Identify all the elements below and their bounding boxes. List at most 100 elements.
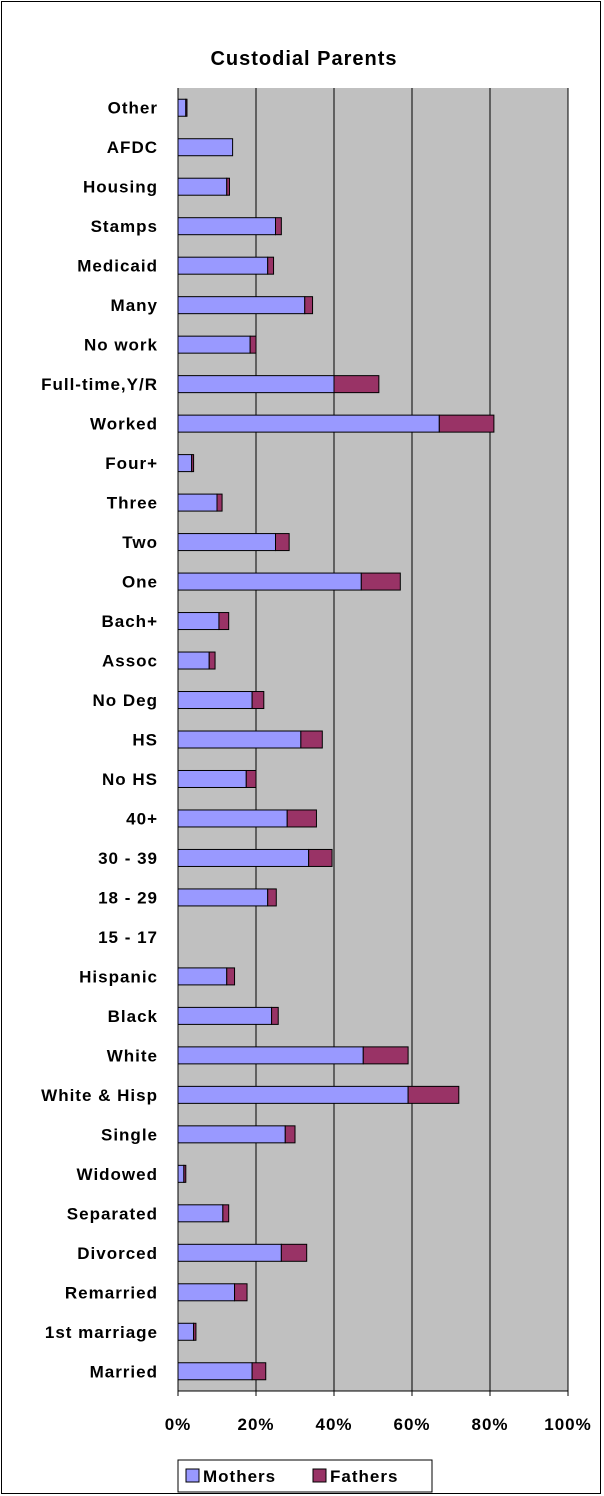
category-label: Two: [122, 533, 158, 552]
category-label: Married: [90, 1362, 158, 1381]
category-label: Medicaid: [77, 257, 158, 276]
legend: Mothers Fathers: [177, 1459, 433, 1493]
category-label: No Deg: [93, 691, 159, 710]
bar-fathers-single: [284, 1125, 296, 1144]
category-label: Three: [107, 494, 158, 513]
bar-fathers-two: [275, 533, 290, 552]
bar-fathers-40: [286, 809, 317, 828]
bar-mothers-separated: [177, 1204, 224, 1223]
bar-fathers-remarried: [234, 1283, 248, 1302]
bars: [177, 98, 495, 1381]
bar-mothers-remarried: [177, 1283, 236, 1302]
bar-mothers-bach: [177, 612, 220, 631]
bar-fathers-divorced: [280, 1243, 308, 1262]
category-label: Stamps: [91, 217, 158, 236]
category-label: Many: [111, 296, 158, 315]
x-tick-label: 100%: [544, 1415, 591, 1434]
bar-mothers-assoc: [177, 651, 210, 670]
category-label: AFDC: [107, 138, 158, 157]
x-tick-label: 20%: [237, 1415, 274, 1434]
category-label: No work: [84, 336, 158, 355]
category-label: 1st marriage: [45, 1323, 158, 1342]
legend-box: [177, 1459, 433, 1493]
category-label: Black: [108, 1007, 158, 1026]
bar-fathers-married: [251, 1362, 267, 1381]
bar-fathers-separated: [222, 1204, 230, 1223]
bar-mothers-housing: [177, 177, 228, 196]
bar-mothers-married: [177, 1362, 253, 1381]
bar-fathers-medicaid: [267, 256, 275, 275]
legend-label-fathers: Fathers: [330, 1467, 398, 1486]
category-label: Remarried: [65, 1283, 158, 1302]
bar-fathers-hs: [300, 730, 323, 749]
bar-fathers-18-29: [267, 888, 277, 907]
category-label: Widowed: [77, 1165, 158, 1184]
bar-fathers-other: [185, 98, 188, 117]
category-label: Worked: [90, 415, 158, 434]
category-label: Housing: [83, 178, 158, 197]
x-tick-label: 0%: [165, 1415, 192, 1434]
bar-fathers-assoc: [208, 651, 216, 670]
bar-fathers-no-deg: [251, 691, 265, 710]
bar-mothers-white: [177, 1046, 364, 1065]
bar-mothers-hispanic: [177, 967, 228, 986]
category-label: Other: [108, 99, 158, 118]
chart-title: Custodial Parents: [210, 48, 397, 70]
x-axis-ticks: 0% 20% 40% 60% 80% 100%: [165, 1391, 591, 1434]
bar-fathers-full-time-y-r: [333, 375, 380, 394]
gridlines: [255, 88, 569, 1391]
bar-mothers-30-39: [177, 848, 310, 867]
bar-mothers-1st-marriage: [177, 1322, 195, 1341]
category-labels: Other AFDC Housing Stamps Medicaid Many No wor…: [41, 99, 159, 1382]
bar-mothers-many: [177, 296, 306, 315]
category-label: Separated: [67, 1204, 158, 1223]
bar-mothers-widowed: [177, 1164, 185, 1183]
bar-mothers-black: [177, 1006, 273, 1025]
bar-fathers-one: [360, 572, 401, 591]
bar-mothers-full-time-y-r: [177, 375, 335, 394]
bar-fathers-white-hisp: [407, 1085, 460, 1104]
category-label: Full-time,Y/R: [41, 375, 158, 394]
bar-mothers-worked: [177, 414, 440, 433]
bar-fathers-bach: [218, 612, 230, 631]
category-label: Hispanic: [79, 967, 158, 986]
bar-fathers-no-work: [249, 335, 257, 354]
category-label: Divorced: [77, 1244, 158, 1263]
bar-mothers-no-work: [177, 335, 251, 354]
bar-mothers-four: [177, 454, 193, 473]
bar-mothers-afdc: [177, 138, 234, 157]
bar-fathers-housing: [226, 177, 230, 196]
bar-fathers-many: [304, 296, 314, 315]
bar-mothers-stamps: [177, 217, 276, 236]
legend-label-mothers: Mothers: [203, 1467, 276, 1486]
x-tick-label: 40%: [315, 1415, 352, 1434]
bar-fathers-worked: [438, 414, 495, 433]
bar-mothers-no-hs: [177, 769, 247, 788]
bar-fathers-1st-marriage: [193, 1322, 197, 1341]
bar-fathers-no-hs: [245, 769, 257, 788]
bar-fathers-three: [216, 493, 223, 512]
category-label: White: [107, 1046, 158, 1065]
category-label: Single: [101, 1125, 158, 1144]
bar-mothers-white-hisp: [177, 1085, 409, 1104]
category-label: No HS: [102, 770, 158, 789]
bar-mothers-single: [177, 1125, 286, 1144]
bar-mothers-18-29: [177, 888, 269, 907]
bar-fathers-30-39: [308, 848, 333, 867]
category-label: Four+: [105, 454, 158, 473]
bar-mothers-one: [177, 572, 362, 591]
bar-mothers-40: [177, 809, 288, 828]
category-label: Assoc: [102, 652, 158, 671]
bar-mothers-other: [177, 98, 187, 117]
bar-fathers-widowed: [183, 1164, 187, 1183]
bar-mothers-three: [177, 493, 218, 512]
category-label: One: [122, 573, 158, 592]
category-label: 18 - 29: [98, 888, 158, 907]
bar-fathers-four: [191, 454, 195, 473]
legend-swatch-mothers: [185, 1468, 200, 1483]
bar-mothers-divorced: [177, 1243, 282, 1262]
bar-mothers-two: [177, 533, 276, 552]
bar-fathers-stamps: [275, 217, 282, 236]
bar-fathers-black: [271, 1006, 279, 1025]
